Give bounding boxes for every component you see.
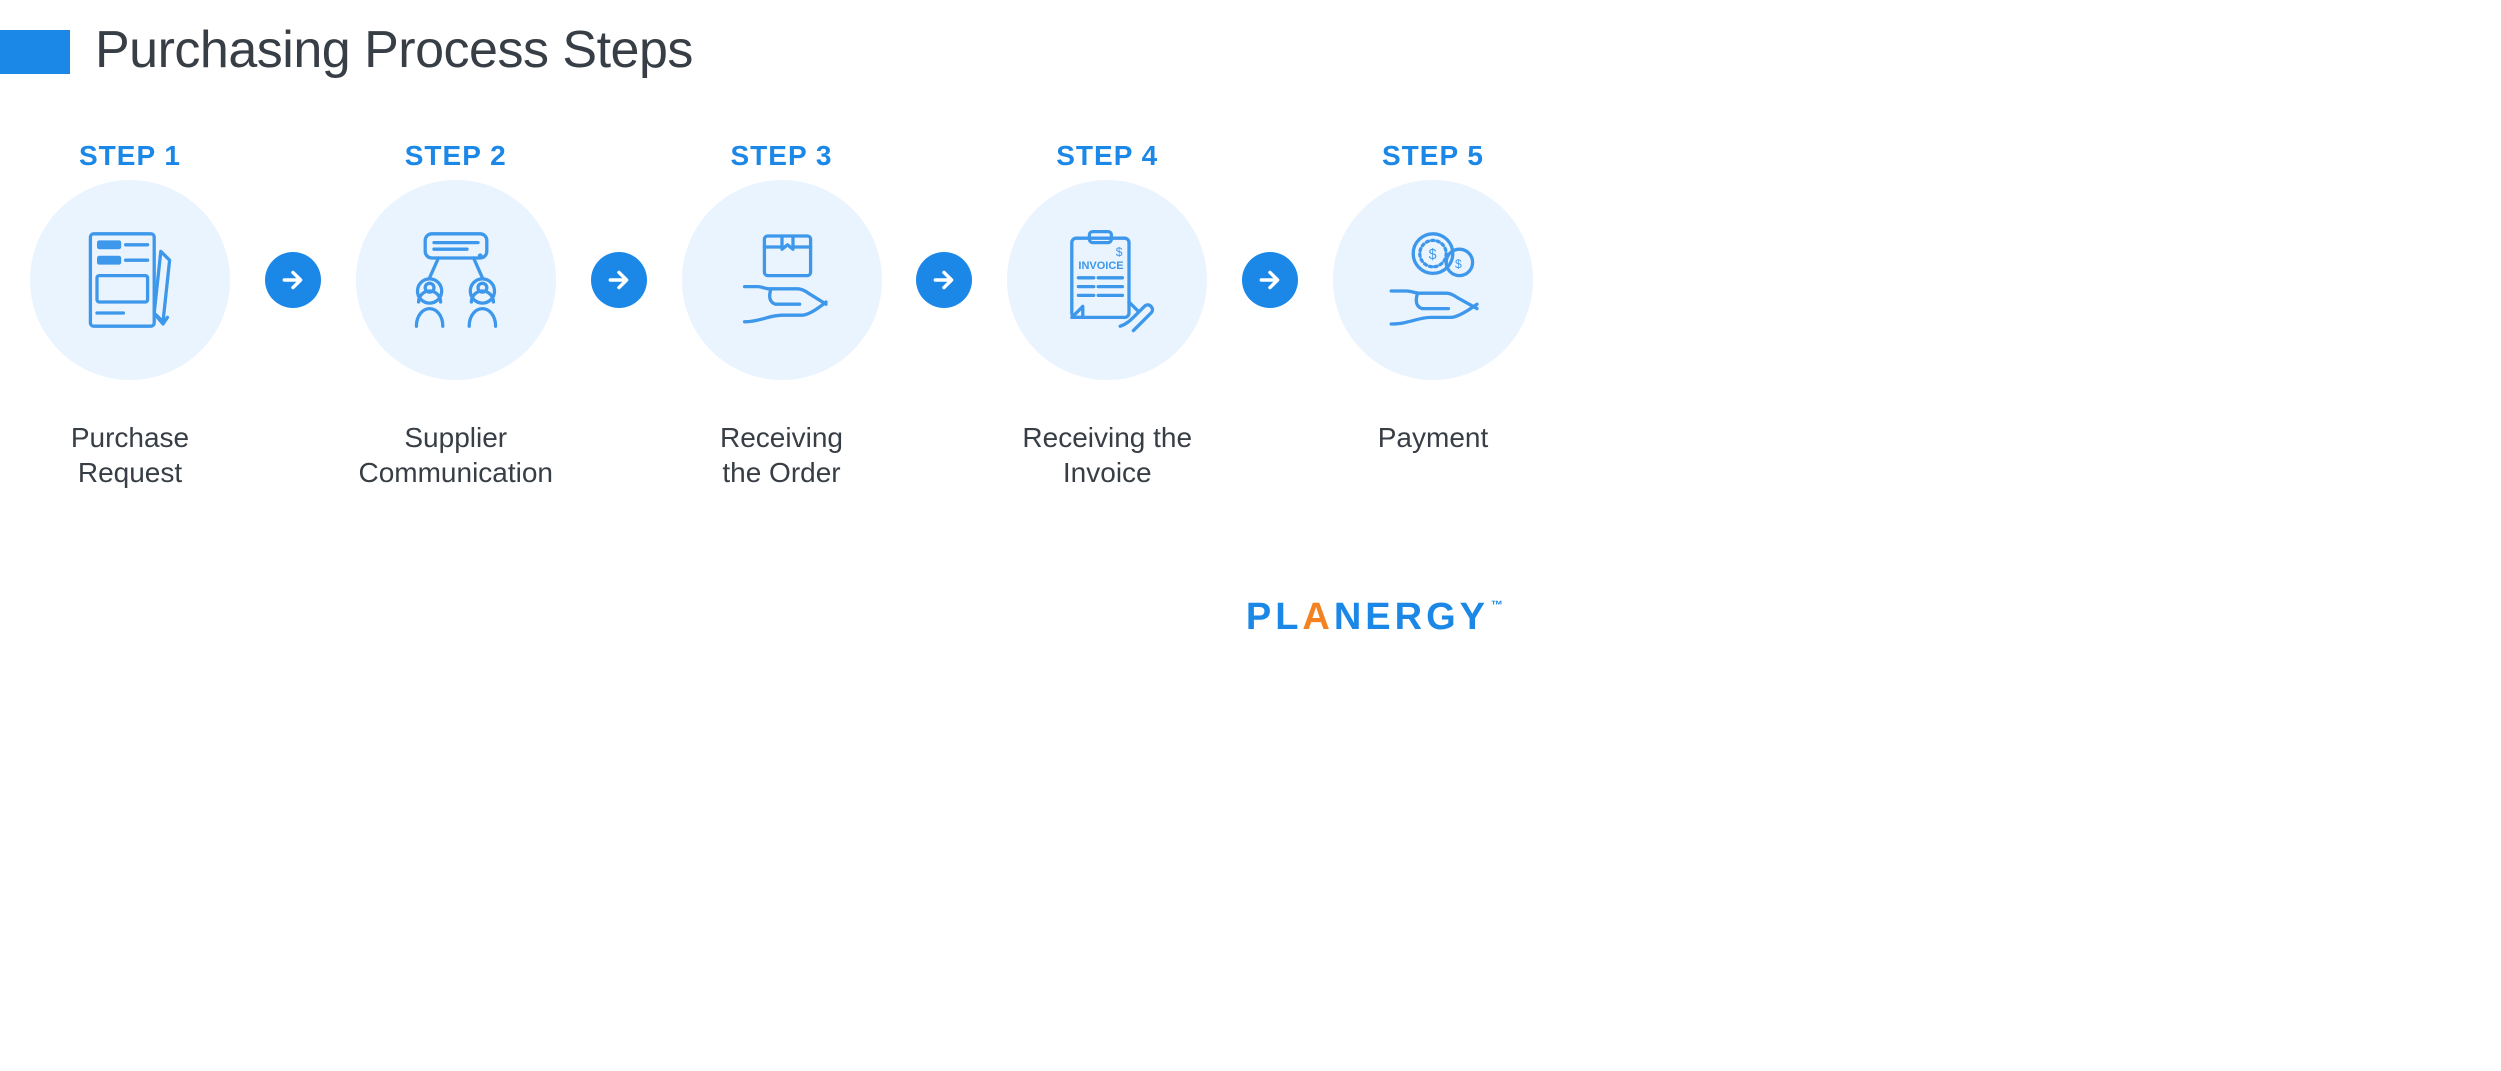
svg-text:$: $ <box>1429 247 1437 263</box>
logo-part-a: A <box>1302 596 1333 639</box>
step-icon-circle: $ INVOICE <box>1007 180 1207 380</box>
step-icon-circle <box>682 180 882 380</box>
step-label: Supplier Communication <box>358 420 553 490</box>
invoice-icon: $ INVOICE <box>1052 225 1162 335</box>
svg-text:INVOICE: INVOICE <box>1079 260 1124 272</box>
step-icon-circle <box>356 180 556 380</box>
step-label: Payment <box>1378 420 1489 455</box>
steps-row: STEP 1 Purchase Request <box>0 140 1563 490</box>
form-icon <box>75 225 185 335</box>
arrow-3 <box>916 140 972 380</box>
step-label: Receiving the Invoice <box>1022 420 1192 490</box>
step-2: STEP 2 S <box>346 140 566 490</box>
arrow-1 <box>265 140 321 380</box>
step-5: STEP 5 $ $ Payment <box>1323 140 1543 455</box>
step-icon-circle: $ $ <box>1333 180 1533 380</box>
step-label: Receiving the Order <box>720 420 843 490</box>
logo-part-pl: PL <box>1246 596 1303 639</box>
arrow-right-icon <box>1242 252 1298 308</box>
svg-text:$: $ <box>1116 245 1123 259</box>
step-number: STEP 1 <box>79 140 181 172</box>
header-accent-bar <box>0 30 70 74</box>
planergy-logo: PLANERGY™ <box>1246 596 1503 639</box>
page-title: Purchasing Process Steps <box>95 20 693 80</box>
arrow-right-icon <box>265 252 321 308</box>
step-4: STEP 4 $ INVOICE Rece <box>997 140 1217 490</box>
suppliers-icon <box>401 225 511 335</box>
step-3: STEP 3 Receiving the Order <box>672 140 892 490</box>
step-1: STEP 1 Purchase Request <box>20 140 240 490</box>
arrow-4 <box>1242 140 1298 380</box>
package-icon <box>727 225 837 335</box>
step-icon-circle <box>30 180 230 380</box>
step-number: STEP 4 <box>1056 140 1158 172</box>
step-label: Purchase Request <box>20 420 240 490</box>
logo-part-nergy: NERGY <box>1334 596 1489 639</box>
arrow-2 <box>591 140 647 380</box>
step-number: STEP 5 <box>1382 140 1484 172</box>
step-number: STEP 2 <box>405 140 507 172</box>
svg-text:$: $ <box>1455 257 1462 271</box>
logo-tm: ™ <box>1491 598 1503 612</box>
arrow-right-icon <box>591 252 647 308</box>
payment-icon: $ $ <box>1378 225 1488 335</box>
step-number: STEP 3 <box>731 140 833 172</box>
arrow-right-icon <box>916 252 972 308</box>
infographic-canvas: Purchasing Process Steps STEP 1 Purchase… <box>0 0 1563 669</box>
